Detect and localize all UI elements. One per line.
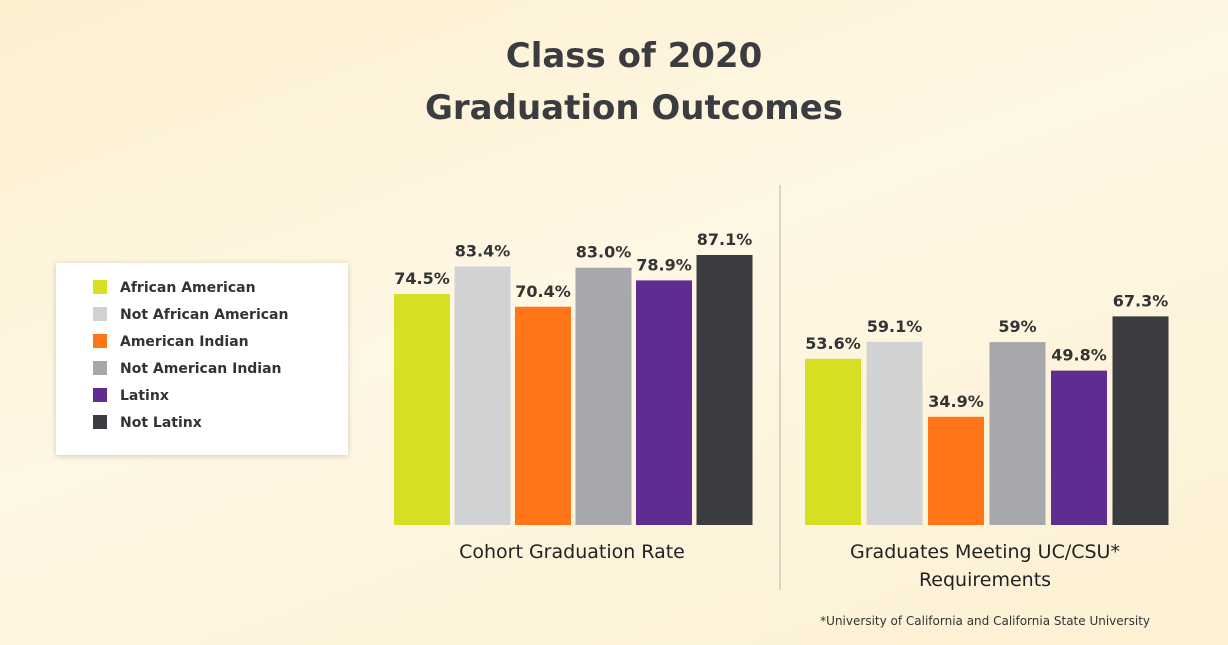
legend-label: African American xyxy=(120,280,256,296)
legend-label: Not American Indian xyxy=(120,361,282,377)
chart-title: Class of 2020 Graduation Outcomes xyxy=(424,36,843,128)
bar xyxy=(696,254,753,526)
category-label: Graduates Meeting UC/CSU* Requirements xyxy=(850,541,1120,591)
bar xyxy=(636,280,692,525)
legend-swatch xyxy=(93,361,107,375)
value-label: 87.1% xyxy=(697,230,753,249)
footnote: *University of California and California… xyxy=(820,614,1150,628)
bar xyxy=(515,306,571,525)
category-label: Cohort Graduation Rate xyxy=(459,541,685,563)
value-label: 78.9% xyxy=(636,255,692,274)
bar xyxy=(866,341,923,525)
value-label: 67.3% xyxy=(1113,291,1169,310)
bar xyxy=(1051,370,1107,525)
legend-label: Not African American xyxy=(120,307,288,323)
bar xyxy=(1112,316,1169,525)
bar xyxy=(575,267,632,525)
legend-swatch xyxy=(93,334,107,348)
value-label: 70.4% xyxy=(515,282,571,301)
value-label: 53.6% xyxy=(805,334,861,353)
legend-label: American Indian xyxy=(120,334,249,350)
bar xyxy=(989,342,1046,525)
value-label: 83.4% xyxy=(455,241,511,260)
bar xyxy=(394,294,450,525)
value-label: 59% xyxy=(998,317,1036,336)
legend-label: Not Latinx xyxy=(120,415,202,431)
bar xyxy=(454,266,511,525)
bar xyxy=(805,358,861,525)
value-label: 59.1% xyxy=(867,317,923,336)
value-label: 83.0% xyxy=(576,243,632,262)
legend-label: Latinx xyxy=(120,388,169,404)
legend-swatch xyxy=(93,388,107,402)
value-label: 49.8% xyxy=(1051,346,1107,365)
legend-swatch xyxy=(93,307,107,321)
legend-swatch xyxy=(93,280,107,294)
legend-swatch xyxy=(93,415,107,429)
bar xyxy=(928,416,984,525)
value-label: 74.5% xyxy=(394,269,450,288)
value-label: 34.9% xyxy=(928,392,984,411)
